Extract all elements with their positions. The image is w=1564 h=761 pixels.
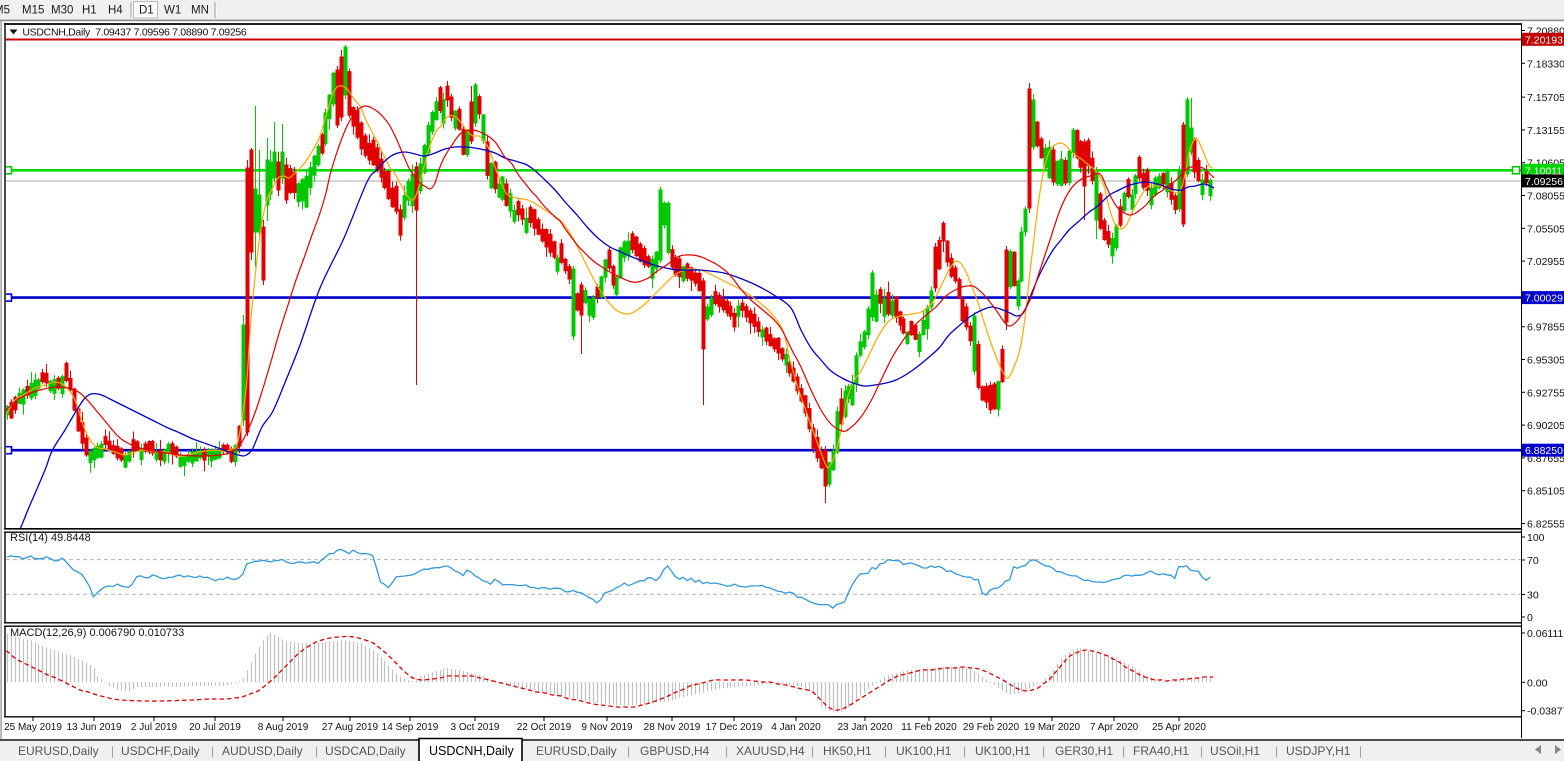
svg-text:13 Jun 2019: 13 Jun 2019 xyxy=(66,722,121,733)
svg-text:M30: M30 xyxy=(51,5,73,17)
svg-text:7.02955: 7.02955 xyxy=(1527,256,1564,268)
svg-text:USDCHF,Daily: USDCHF,Daily xyxy=(121,744,200,758)
svg-text:|: | xyxy=(211,744,214,758)
svg-text:9 Nov 2019: 9 Nov 2019 xyxy=(581,722,633,733)
svg-text:6.97855: 6.97855 xyxy=(1527,322,1564,334)
svg-text:XAUUSD,H4: XAUUSD,H4 xyxy=(736,744,805,758)
svg-text:6.85105: 6.85105 xyxy=(1527,486,1564,498)
svg-text:|: | xyxy=(725,744,728,758)
svg-text:MACD(12,26,9) 0.006790 0.01073: MACD(12,26,9) 0.006790 0.010733 xyxy=(10,627,184,639)
svg-text:6.92755: 6.92755 xyxy=(1527,387,1564,399)
svg-text:MN: MN xyxy=(191,5,209,17)
svg-text:H4: H4 xyxy=(108,5,123,17)
svg-text:UK100,H1: UK100,H1 xyxy=(896,744,952,758)
svg-text:17 Dec 2019: 17 Dec 2019 xyxy=(706,722,763,733)
svg-text:8 Aug 2019: 8 Aug 2019 xyxy=(258,722,309,733)
svg-text:7.05505: 7.05505 xyxy=(1527,223,1564,235)
svg-text:GER30,H1: GER30,H1 xyxy=(1055,744,1113,758)
svg-text:14 Sep 2019: 14 Sep 2019 xyxy=(382,722,439,733)
svg-text:25 Apr 2020: 25 Apr 2020 xyxy=(1152,722,1206,733)
svg-text:25 May 2019: 25 May 2019 xyxy=(4,722,62,733)
svg-text:30: 30 xyxy=(1527,590,1539,602)
svg-text:29 Feb 2020: 29 Feb 2020 xyxy=(963,722,1020,733)
svg-text:7.10011: 7.10011 xyxy=(1525,165,1562,177)
svg-text:|: | xyxy=(963,744,966,758)
svg-text:|: | xyxy=(884,744,887,758)
svg-text:|: | xyxy=(1275,744,1278,758)
svg-text:7.09256: 7.09256 xyxy=(1525,176,1563,188)
svg-text:2 Jul 2019: 2 Jul 2019 xyxy=(131,722,178,733)
svg-text:USDCAD,Daily: USDCAD,Daily xyxy=(325,744,406,758)
svg-text:|: | xyxy=(1122,744,1125,758)
svg-text:FRA40,H1: FRA40,H1 xyxy=(1133,744,1189,758)
svg-text:7.20193: 7.20193 xyxy=(1525,34,1563,46)
svg-text:7.18330: 7.18330 xyxy=(1527,58,1564,70)
svg-text:|: | xyxy=(111,744,114,758)
svg-text:|: | xyxy=(1200,744,1203,758)
svg-text:6.90205: 6.90205 xyxy=(1527,420,1564,432)
svg-text:|: | xyxy=(811,744,814,758)
svg-text:7.08055: 7.08055 xyxy=(1527,191,1564,203)
svg-text:0.061119: 0.061119 xyxy=(1527,628,1564,640)
svg-text:7.13155: 7.13155 xyxy=(1527,125,1564,137)
svg-text:-0.038777: -0.038777 xyxy=(1527,706,1564,718)
svg-text:USOil,H1: USOil,H1 xyxy=(1210,744,1260,758)
svg-text:EURUSD,Daily: EURUSD,Daily xyxy=(18,744,99,758)
svg-text:0: 0 xyxy=(1527,612,1533,624)
svg-text:11 Feb 2020: 11 Feb 2020 xyxy=(901,722,957,733)
svg-text:M15: M15 xyxy=(22,5,44,17)
svg-text:70: 70 xyxy=(1527,555,1539,567)
svg-text:USDJPY,H1: USDJPY,H1 xyxy=(1286,744,1351,758)
svg-text:7.15705: 7.15705 xyxy=(1527,92,1564,104)
svg-text:HK50,H1: HK50,H1 xyxy=(823,744,872,758)
svg-text:GBPUSD,H4: GBPUSD,H4 xyxy=(640,744,710,758)
svg-text:M5: M5 xyxy=(0,5,10,17)
svg-text:28 Nov 2019: 28 Nov 2019 xyxy=(644,722,701,733)
svg-text:100: 100 xyxy=(1527,532,1545,544)
svg-text:D1: D1 xyxy=(139,5,154,17)
svg-text:|: | xyxy=(315,744,318,758)
svg-text:7 Apr 2020: 7 Apr 2020 xyxy=(1090,722,1139,733)
svg-text:EURUSD,Daily: EURUSD,Daily xyxy=(536,744,617,758)
svg-text:H1: H1 xyxy=(82,5,97,17)
svg-text:RSI(14) 49.8448: RSI(14) 49.8448 xyxy=(10,532,91,544)
svg-text:6.88250: 6.88250 xyxy=(1525,445,1563,457)
svg-text:22 Oct 2019: 22 Oct 2019 xyxy=(517,722,572,733)
svg-text:UK100,H1: UK100,H1 xyxy=(975,744,1031,758)
svg-text:6.95305: 6.95305 xyxy=(1527,355,1564,367)
svg-text:19 Mar 2020: 19 Mar 2020 xyxy=(1024,722,1081,733)
svg-text:USDCNH,Daily: USDCNH,Daily xyxy=(429,744,514,758)
svg-text:AUDUSD,Daily: AUDUSD,Daily xyxy=(222,744,303,758)
svg-text:27 Aug 2019: 27 Aug 2019 xyxy=(322,722,379,733)
svg-text:7.00029: 7.00029 xyxy=(1525,293,1563,305)
svg-text:23 Jan 2020: 23 Jan 2020 xyxy=(837,722,892,733)
svg-text:20 Jul 2019: 20 Jul 2019 xyxy=(189,722,241,733)
svg-text:6.82555: 6.82555 xyxy=(1527,519,1564,531)
svg-text:3 Oct 2019: 3 Oct 2019 xyxy=(451,722,500,733)
svg-text:USDCNH,Daily 7.09437 7.09596: USDCNH,Daily 7.09437 7.09596 7.08890 7.0… xyxy=(22,27,247,39)
svg-text:|: | xyxy=(627,744,630,758)
svg-text:0.00: 0.00 xyxy=(1527,677,1548,689)
svg-text:4 Jan 2020: 4 Jan 2020 xyxy=(771,722,821,733)
svg-text:|: | xyxy=(1042,744,1045,758)
svg-text:W1: W1 xyxy=(164,5,181,17)
svg-text:|: | xyxy=(1359,744,1362,758)
